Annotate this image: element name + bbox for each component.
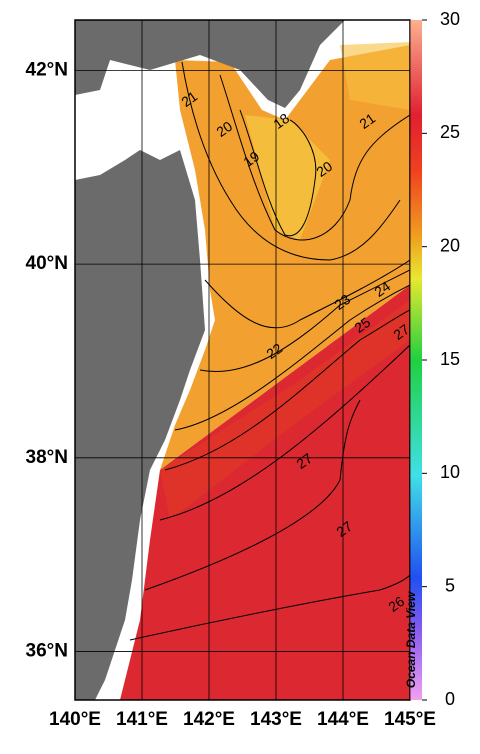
lat-tick-label: 42°N — [26, 59, 68, 80]
colorbar-tick-label: 5 — [445, 575, 455, 595]
cool-patch — [340, 42, 410, 110]
colorbar-tick-label: 20 — [440, 235, 460, 255]
lon-tick-label: 140°E — [49, 709, 101, 730]
warm-water — [160, 45, 410, 470]
colorbar-tick-label: 25 — [440, 122, 460, 142]
lat-tick-label: 40°N — [26, 253, 68, 274]
lon-tick-label: 142°E — [183, 709, 235, 730]
front-zone — [160, 300, 410, 520]
lon-tick-label: 143°E — [250, 709, 302, 730]
contour-lines — [129, 61, 410, 641]
colorbar-tick-label: 0 — [445, 689, 455, 709]
honshu — [75, 150, 205, 700]
watermark: Ocean Data View — [404, 591, 418, 688]
colorbar-tick-label: 10 — [440, 462, 460, 482]
lat-tick-label: 38°N — [26, 447, 68, 468]
lat-tick-label: 36°N — [26, 641, 68, 662]
hokkaido — [75, 20, 345, 108]
colorbar-tick-label: 15 — [440, 349, 460, 369]
lon-tick-label: 144°E — [317, 709, 369, 730]
lon-tick-label: 145°E — [384, 709, 436, 730]
lon-tick-label: 141°E — [116, 709, 168, 730]
colorbar-tick-label: 30 — [440, 9, 460, 29]
colorbar — [410, 20, 422, 700]
map-area — [75, 20, 410, 700]
cool-core — [245, 115, 330, 240]
